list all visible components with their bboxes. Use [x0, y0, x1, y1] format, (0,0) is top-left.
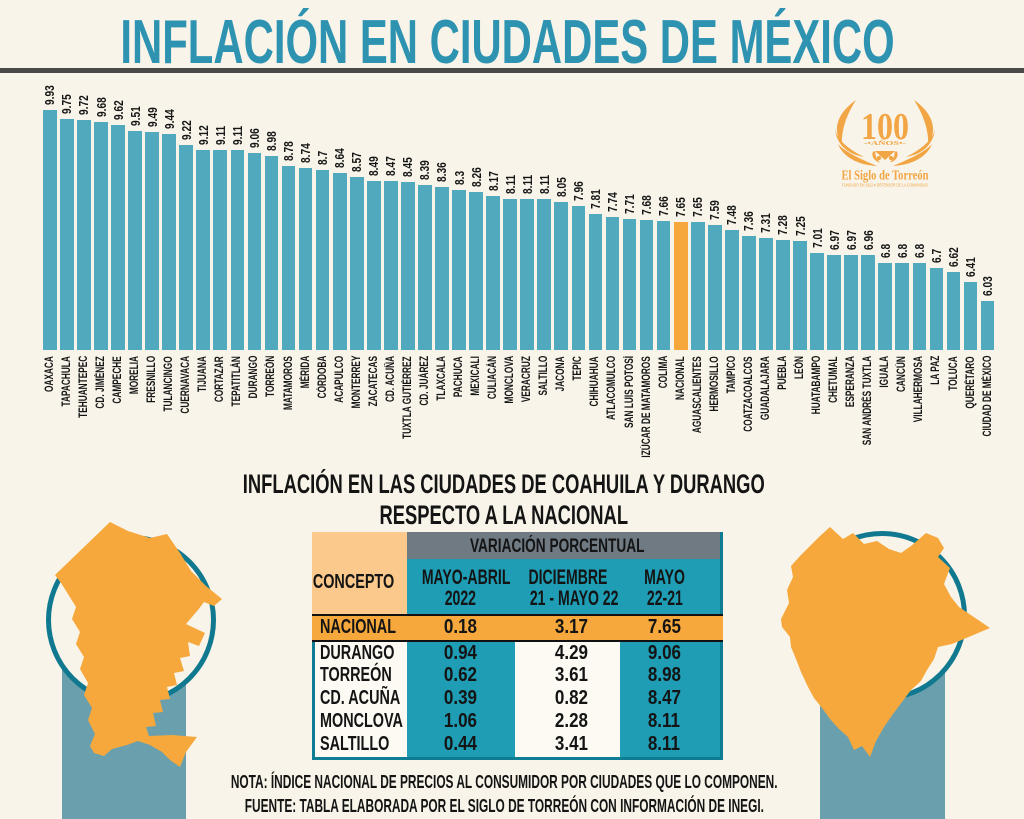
svg-text:100: 100 [861, 106, 909, 148]
svg-text:El Siglo de Torreón: El Siglo de Torreón [842, 168, 929, 183]
svg-text:FUNDADO EN 1922 ♦ DEFENSOR DE: FUNDADO EN 1922 ♦ DEFENSOR DE LA COMUNID… [842, 183, 929, 188]
svg-text:-•AÑOS•-: -•AÑOS•- [864, 139, 906, 147]
